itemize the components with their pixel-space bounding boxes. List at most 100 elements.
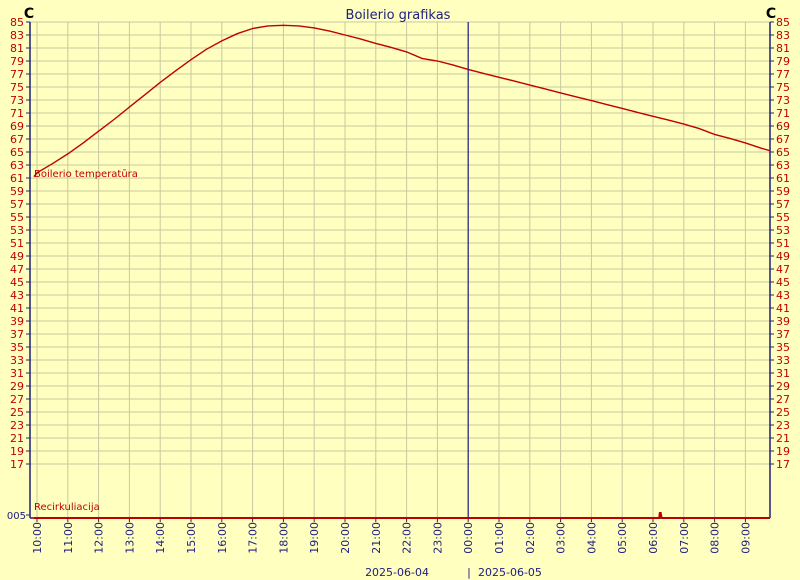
y-tick-label-left: 21 [10,432,24,445]
x-tick-label: 19:00 [308,522,321,554]
y-tick-label-right: 55 [776,211,790,224]
x-tick-label: 10:00 [31,522,44,554]
y-tick-label-left: 55 [10,211,24,224]
y-tick-label-left: 27 [10,393,24,406]
y-tick-label-right: 85 [776,16,790,29]
y-tick-label-left: 51 [10,237,24,250]
x-tick-label: 03:00 [555,522,568,554]
chart-title: Boilerio grafikas [346,8,451,23]
x-tick-label: 17:00 [247,522,260,554]
boiler-temperature-line [33,24,771,178]
y-tick-label-right: 37 [776,328,790,341]
y-tick-label-right: 53 [776,224,790,237]
recirc-tick-label: 005 [7,511,26,522]
grid [30,21,770,518]
x-tick-label: 00:00 [462,522,475,554]
y-tick-label-right: 67 [776,133,790,146]
y-tick-label-right: 31 [776,367,790,380]
y-tick-label-right: 59 [776,185,790,198]
x-tick-label: 14:00 [154,522,167,554]
x-tick-label: 22:00 [401,522,414,554]
y-tick-label-left: 85 [10,16,24,29]
y-tick-label-right: 63 [776,159,790,172]
x-tick-label: 06:00 [647,522,660,554]
x-tick-label: 05:00 [616,522,629,554]
y-tick-label-left: 65 [10,146,24,159]
y-tick-label-right: 29 [776,380,790,393]
y-tick-label-left: 19 [10,445,24,458]
y-tick-label-right: 41 [776,302,790,315]
y-tick-label-right: 65 [776,146,790,159]
y-tick-label-right: 35 [776,341,790,354]
x-tick-label: 02:00 [524,522,537,554]
y-tick-label-left: 61 [10,172,24,185]
y-tick-label-right: 23 [776,419,790,432]
y-tick-label-left: 73 [10,94,24,107]
y-tick-label-left: 37 [10,328,24,341]
y-tick-label-right: 45 [776,276,790,289]
series-label-boiler-temperature: Boilerio temperatūra [34,169,138,180]
y-tick-label-left: 31 [10,367,24,380]
y-tick-label-right: 71 [776,107,790,120]
series-lines [33,24,771,519]
y-tick-label-left: 43 [10,289,24,302]
y-tick-label-left: 23 [10,419,24,432]
x-tick-label: 12:00 [93,522,106,554]
y-tick-label-right: 33 [776,354,790,367]
y-tick-label-left: 67 [10,133,24,146]
x-tick-label: 11:00 [62,522,75,554]
x-tick-label: 20:00 [339,522,352,554]
y-tick-label-right: 77 [776,68,790,81]
y-tick-label-left: 79 [10,55,24,68]
y-tick-label-left: 41 [10,302,24,315]
x-tick-label: 23:00 [431,522,444,554]
x-tick-label: 16:00 [216,522,229,554]
x-tick-label: 15:00 [185,522,198,554]
y-tick-label-left: 81 [10,42,24,55]
y-tick-label-right: 49 [776,250,790,263]
date-separator: | [467,566,471,579]
y-tick-label-right: 83 [776,29,790,42]
y-tick-label-right: 21 [776,432,790,445]
y-tick-label-right: 57 [776,198,790,211]
y-tick-label-left: 63 [10,159,24,172]
y-tick-label-left: 57 [10,198,24,211]
y-tick-label-left: 35 [10,341,24,354]
date-right: 2025-06-05 [478,566,542,579]
y-tick-label-right: 51 [776,237,790,250]
y-tick-label-left: 25 [10,406,24,419]
y-tick-label-right: 27 [776,393,790,406]
y-tick-label-right: 61 [776,172,790,185]
y-tick-label-right: 43 [776,289,790,302]
recirculation-line [33,512,770,519]
y-tick-label-right: 69 [776,120,790,133]
x-tick-label: 21:00 [370,522,383,554]
y-tick-label-left: 39 [10,315,24,328]
y-tick-label-right: 73 [776,94,790,107]
y-tick-label-right: 19 [776,445,790,458]
y-tick-label-right: 47 [776,263,790,276]
y-tick-label-right: 25 [776,406,790,419]
y-tick-label-left: 83 [10,29,24,42]
y-unit-right: C [766,6,776,22]
y-unit-left: C [24,6,34,22]
x-tick-label: 09:00 [739,522,752,554]
y-tick-label-left: 17 [10,458,24,471]
y-tick-label-left: 53 [10,224,24,237]
y-tick-label-right: 75 [776,81,790,94]
y-tick-label-left: 33 [10,354,24,367]
y-tick-label-left: 75 [10,81,24,94]
y-tick-label-left: 45 [10,276,24,289]
x-tick-label: 04:00 [585,522,598,554]
y-tick-label-right: 81 [776,42,790,55]
x-tick-label: 08:00 [709,522,722,554]
y-tick-label-left: 71 [10,107,24,120]
date-left: 2025-06-04 [365,566,429,579]
y-tick-label-left: 29 [10,380,24,393]
x-tick-label: 13:00 [123,522,136,554]
x-tick-label: 07:00 [678,522,691,554]
y-tick-label-right: 17 [776,458,790,471]
